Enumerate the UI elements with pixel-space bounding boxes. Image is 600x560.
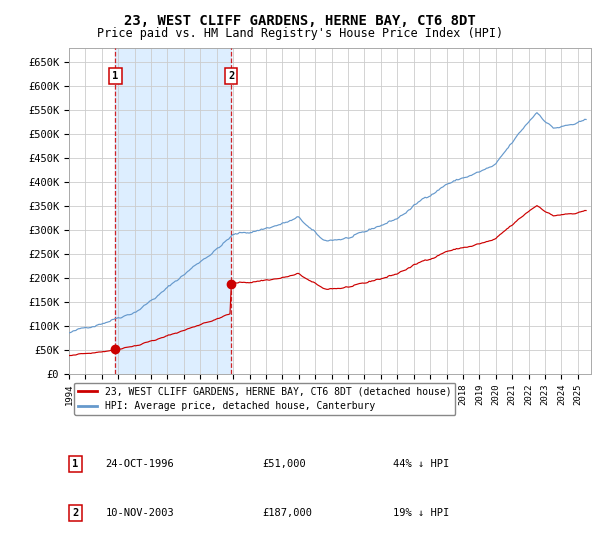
Text: 19% ↓ HPI: 19% ↓ HPI xyxy=(392,508,449,518)
Text: Price paid vs. HM Land Registry's House Price Index (HPI): Price paid vs. HM Land Registry's House … xyxy=(97,27,503,40)
Text: £51,000: £51,000 xyxy=(262,459,306,469)
Text: 1: 1 xyxy=(112,71,118,81)
Text: 2: 2 xyxy=(72,508,79,518)
Text: 1: 1 xyxy=(72,459,79,469)
Text: £187,000: £187,000 xyxy=(262,508,312,518)
Text: 10-NOV-2003: 10-NOV-2003 xyxy=(106,508,174,518)
Text: 2: 2 xyxy=(228,71,234,81)
Text: 24-OCT-1996: 24-OCT-1996 xyxy=(106,459,174,469)
Legend: 23, WEST CLIFF GARDENS, HERNE BAY, CT6 8DT (detached house), HPI: Average price,: 23, WEST CLIFF GARDENS, HERNE BAY, CT6 8… xyxy=(74,382,455,415)
Text: 44% ↓ HPI: 44% ↓ HPI xyxy=(392,459,449,469)
Text: 23, WEST CLIFF GARDENS, HERNE BAY, CT6 8DT: 23, WEST CLIFF GARDENS, HERNE BAY, CT6 8… xyxy=(124,14,476,28)
Bar xyxy=(115,48,231,374)
